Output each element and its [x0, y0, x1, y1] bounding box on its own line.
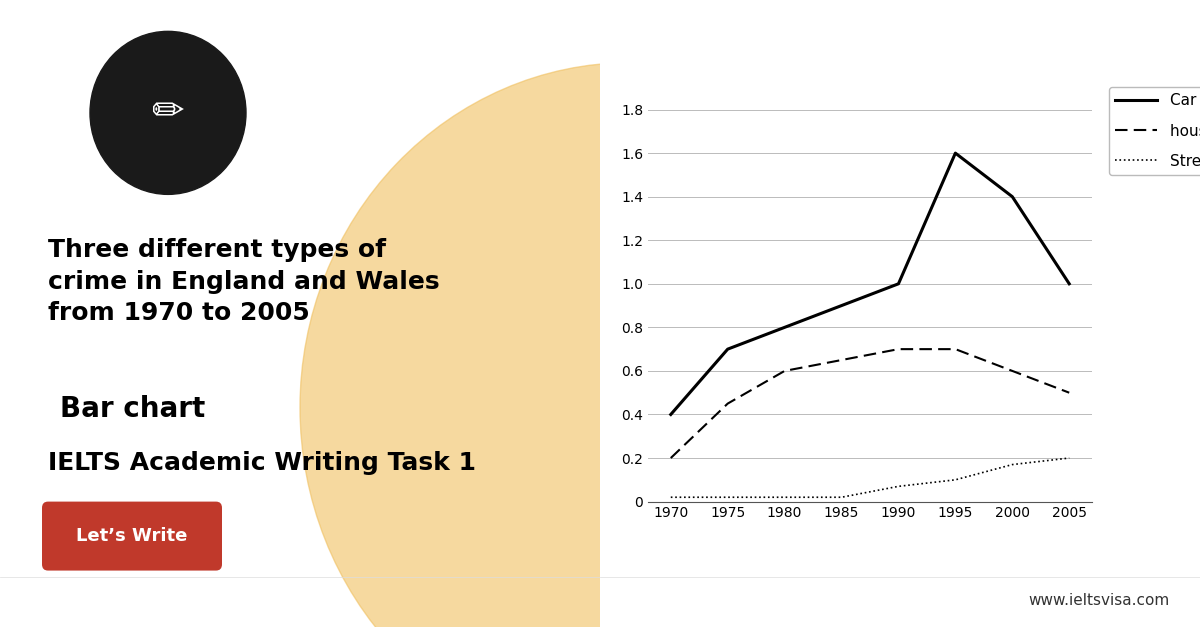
- Legend: Car theft, house burglary, Street robbery: Car theft, house burglary, Street robber…: [1109, 87, 1200, 175]
- Text: IELTS Academic Writing Task 1: IELTS Academic Writing Task 1: [48, 451, 476, 475]
- house burglary: [834, 356, 848, 364]
- Street robbery: [892, 483, 906, 490]
- Circle shape: [90, 31, 246, 194]
- Line: Street robbery: Street robbery: [671, 458, 1069, 497]
- Street robbery: [1062, 455, 1076, 462]
- Text: Three different types of
crime in England and Wales
from 1970 to 2005: Three different types of crime in Englan…: [48, 238, 439, 325]
- house burglary: [948, 345, 962, 353]
- Car theft: [1006, 193, 1020, 201]
- Wedge shape: [300, 63, 630, 627]
- Car theft: [948, 149, 962, 157]
- Street robbery: [948, 476, 962, 483]
- Street robbery: [778, 493, 792, 501]
- Car theft: [778, 324, 792, 331]
- Car theft: [1062, 280, 1076, 288]
- house burglary: [778, 367, 792, 375]
- Car theft: [834, 302, 848, 309]
- Text: Let’s Write: Let’s Write: [77, 527, 187, 545]
- Text: Bar chart: Bar chart: [60, 395, 205, 423]
- Car theft: [892, 280, 906, 288]
- house burglary: [892, 345, 906, 353]
- house burglary: [664, 455, 678, 462]
- Text: www.ieltsvisa.com: www.ieltsvisa.com: [1028, 593, 1170, 608]
- house burglary: [1006, 367, 1020, 375]
- Car theft: [720, 345, 734, 353]
- FancyBboxPatch shape: [42, 502, 222, 571]
- Street robbery: [1006, 461, 1020, 468]
- Text: ✏: ✏: [151, 94, 185, 132]
- house burglary: [1062, 389, 1076, 396]
- Car theft: [664, 411, 678, 418]
- Street robbery: [664, 493, 678, 501]
- Line: house burglary: house burglary: [671, 349, 1069, 458]
- Street robbery: [720, 493, 734, 501]
- Street robbery: [834, 493, 848, 501]
- house burglary: [720, 400, 734, 408]
- Line: Car theft: Car theft: [671, 153, 1069, 414]
